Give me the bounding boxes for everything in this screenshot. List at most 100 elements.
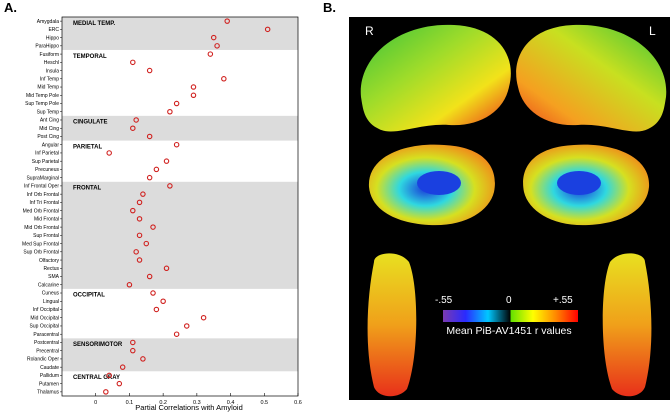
roi-label: Inf Frontal Oper (24, 184, 59, 190)
panel-a-label: A. (4, 0, 17, 15)
data-point (210, 34, 217, 41)
roi-label: Mid Occipital (30, 315, 59, 321)
data-point (136, 232, 143, 239)
roi-label: Inf Occipital (33, 307, 59, 313)
roi-label: Inf Tri Frontal (30, 200, 59, 206)
data-point (146, 133, 153, 140)
roi-label: Sup Temp Pole (25, 101, 59, 107)
roi-label: Precentral (36, 348, 59, 354)
left-hemisphere-label: L (649, 24, 656, 38)
data-point (130, 347, 136, 354)
data-point (106, 150, 112, 156)
group-label: CENTRAL GRAY (73, 375, 120, 381)
x-tick-label: 0.5 (260, 400, 268, 406)
brain-lateral-right (360, 24, 511, 132)
x-tick-label: 0.6 (294, 400, 302, 406)
group-band (62, 17, 298, 50)
data-point (221, 76, 227, 82)
roi-label: Med Sup Frontal (22, 241, 59, 247)
data-point (130, 339, 136, 346)
data-point (130, 59, 136, 66)
data-point (224, 18, 230, 24)
roi-label: Calcarine (38, 282, 59, 288)
data-point (146, 273, 153, 280)
roi-label: Pallidum (40, 373, 59, 379)
x-tick-label: 0 (94, 400, 97, 406)
roi-label: SupraMarginal (26, 175, 59, 181)
data-point (133, 117, 139, 123)
data-point (116, 380, 123, 387)
x-tick-label: 0.1 (126, 400, 134, 406)
group-label: TEMPORAL (73, 54, 107, 60)
plot-frame (61, 16, 299, 397)
data-point (163, 158, 170, 164)
correlation-dot-plot: 0 0.1 0.2 0.3 0.4 0.5 0.6 MEDIAL TEMP. TEMPORAL… (22, 16, 302, 412)
roi-label: Angular (42, 142, 60, 148)
roi-label: Post Cing (37, 134, 59, 140)
roi-label: Lingual (43, 299, 59, 305)
data-point (173, 331, 180, 337)
data-point (136, 216, 143, 222)
roi-label: Fusiform (40, 52, 59, 58)
data-point (103, 389, 109, 395)
group-label: OCCIPITAL (73, 293, 105, 299)
data-point (207, 51, 214, 57)
data-point (190, 84, 197, 90)
legend-max-label: +.55 (553, 295, 573, 306)
legend-colorbar (443, 310, 578, 322)
data-point (167, 183, 173, 189)
data-point (136, 199, 143, 206)
panel-b-label: B. (323, 0, 336, 15)
data-point (153, 306, 160, 313)
roi-label: Insula (46, 68, 60, 74)
data-point (173, 141, 180, 148)
data-point (173, 100, 180, 107)
roi-label: Sup Frontal (33, 233, 59, 239)
data-point (150, 290, 156, 296)
data-point (106, 372, 112, 379)
x-tick-label: 0.4 (227, 400, 235, 406)
group-label: SENSORIMOTOR (73, 342, 123, 348)
group-label: PARIETAL (73, 144, 102, 150)
data-point (214, 43, 220, 49)
roi-label: Rolandic Oper (27, 357, 59, 363)
roi-label: Putamen (39, 381, 59, 387)
roi-label: Olfactory (39, 258, 60, 264)
x-tick-label: 0.3 (193, 400, 201, 406)
roi-label: Rectus (43, 266, 59, 272)
roi-label: Postcentral (34, 340, 59, 346)
data-point (130, 207, 136, 214)
group-label: MEDIAL TEMP. (73, 21, 115, 27)
roi-label: Inf Parietal (35, 151, 59, 157)
data-point (190, 92, 197, 99)
roi-label: Amygdala (37, 19, 59, 25)
data-point (264, 26, 271, 33)
data-point (119, 364, 126, 370)
data-point (146, 67, 153, 74)
data-point (133, 249, 139, 255)
roi-label: Sup Orb Frontal (23, 250, 59, 256)
roi-label: Mid Cing (39, 126, 59, 132)
roi-label: Sup Occipital (30, 324, 59, 330)
data-point (146, 174, 153, 181)
x-axis-label: Partial Correlations with Amyloid (135, 403, 243, 412)
roi-label: ERC (48, 27, 59, 33)
roi-label: Cuneus (42, 291, 60, 297)
roi-label: Med Orb Frontal (23, 208, 59, 214)
roi-label: Paracentral (33, 332, 59, 338)
corpus-callosum-left (557, 171, 601, 195)
corpus-callosum-right (417, 171, 461, 195)
roi-label: Precuneus (35, 167, 59, 173)
color-legend: -.55 0 +.55 Mean PiB-AV1451 r values (428, 257, 590, 352)
brain-lateral-left (516, 24, 667, 132)
roi-label: Ant Cing (40, 118, 59, 124)
roi-label: ParaHippo (35, 44, 59, 50)
data-point (140, 191, 146, 197)
x-tick-label: 0.2 (159, 400, 167, 406)
data-point (200, 314, 207, 321)
legend-min-label: -.55 (435, 295, 453, 306)
legend-title: Mean PiB-AV1451 r values (446, 325, 572, 337)
data-point (126, 282, 133, 288)
right-hemisphere-label: R (365, 24, 374, 38)
roi-label: Inf Orb Frontal (27, 192, 59, 198)
